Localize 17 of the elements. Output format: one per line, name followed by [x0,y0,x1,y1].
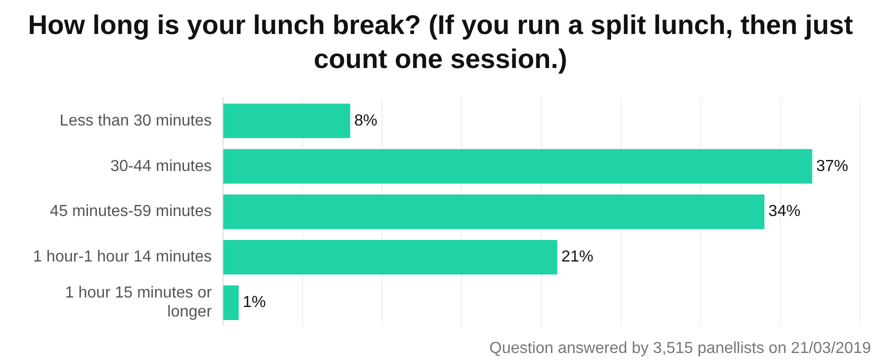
y-tick-label: 1 hour-1 hour 14 minutes [32,248,212,266]
data-label: 1% [242,294,266,312]
y-tick-label: 30-44 minutes [110,158,212,175]
bar [223,194,764,230]
y-tick-label: 45 minutes-59 minutes [50,203,212,220]
bar [223,104,350,138]
text: Question answered by 3,515 panellists on 21/03/2019 [489,340,871,358]
chart-title: How long is your lunch break? (If you run a split lunch, then just count one session.) [26,9,854,76]
bar [223,240,558,275]
bar [223,149,812,184]
data-label: 37% [816,158,848,175]
y-tick-label: Less than 30 minutes [60,112,212,130]
y-tick-label: 1 hour 15 minutes or longer [65,284,212,321]
data-label: 8% [354,112,378,130]
data-label: 34% [768,203,800,220]
bar [223,285,239,320]
data-label: 21% [561,248,594,266]
